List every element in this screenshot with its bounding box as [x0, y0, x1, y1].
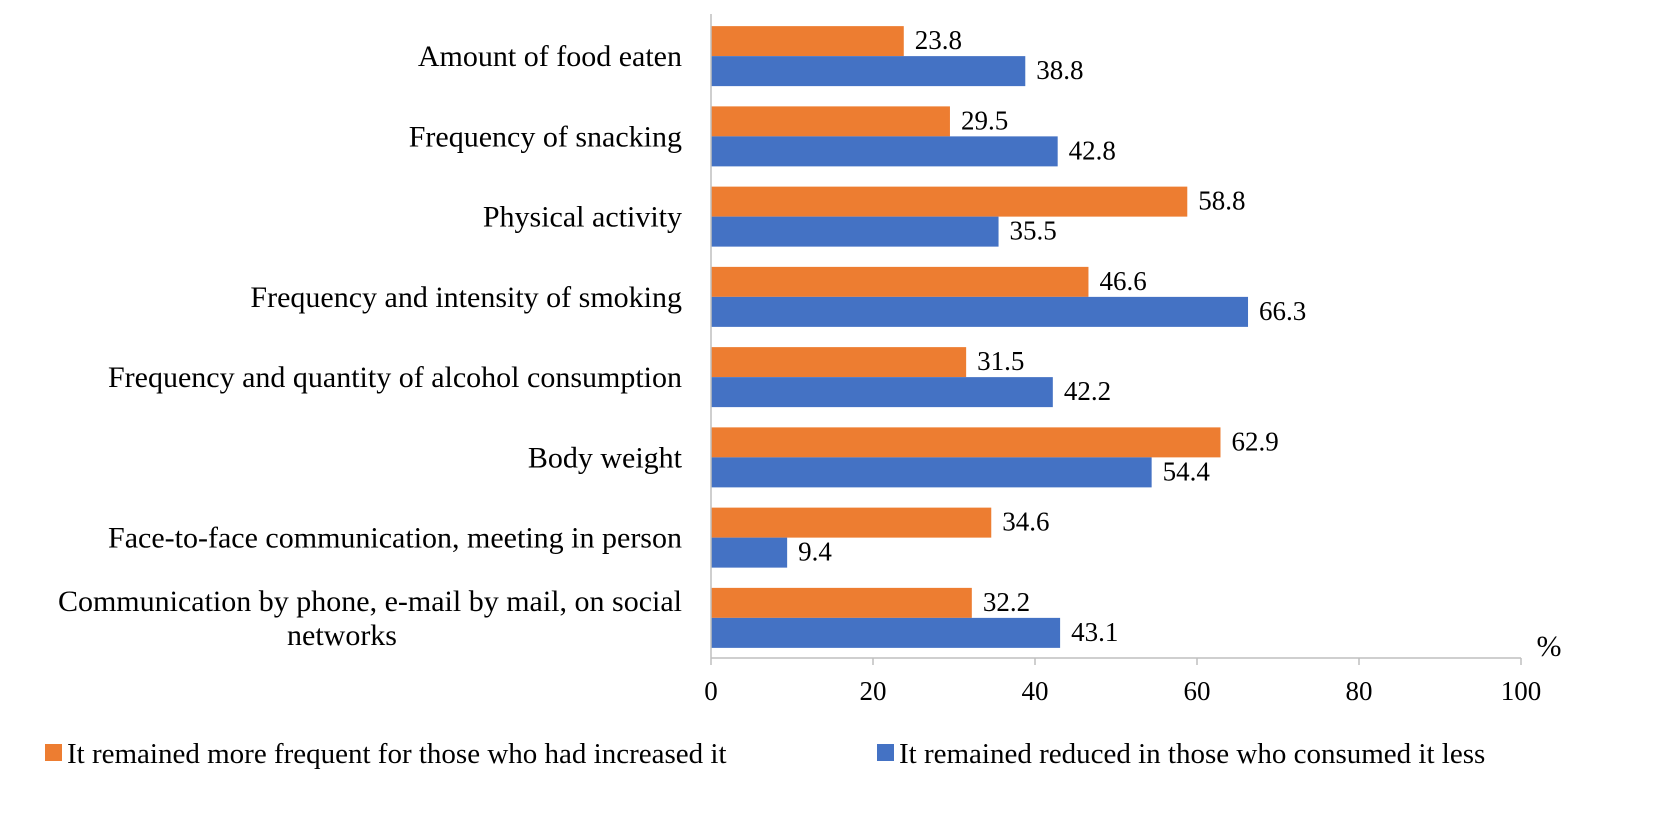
- bar-reduced: [711, 296, 1249, 327]
- legend: It remained more frequent for those who …: [45, 738, 1485, 770]
- data-label: 34.6: [1002, 507, 1049, 537]
- x-axis-unit-label: %: [1537, 630, 1562, 663]
- category-label: Frequency and quantity of alcohol consum…: [108, 361, 682, 394]
- bar-reduced: [711, 617, 1061, 648]
- x-tick-label: 0: [704, 676, 718, 706]
- data-label: 9.4: [798, 537, 832, 567]
- data-label: 62.9: [1231, 426, 1278, 456]
- x-axis: 0 20 40 60 80 100%: [704, 14, 1562, 706]
- labels-layer: 23.8 38.8 Amount of food eaten 29.5 42.8 Freq…: [58, 25, 1306, 652]
- bar-increased: [711, 266, 1089, 297]
- data-label: 46.6: [1099, 266, 1146, 296]
- bar-reduced: [711, 377, 1053, 408]
- category-label: Body weight: [528, 441, 683, 474]
- bar-increased: [711, 26, 904, 57]
- legend-label: It remained reduced in those who consume…: [899, 738, 1485, 770]
- x-tick-label: 100: [1501, 676, 1542, 706]
- bar-increased: [711, 186, 1188, 217]
- category-label: Frequency of snacking: [409, 120, 682, 153]
- bars-layer: [711, 26, 1249, 648]
- data-label: 42.8: [1069, 135, 1116, 165]
- bar-increased: [711, 347, 967, 378]
- legend-label: It remained more frequent for those who …: [67, 738, 727, 770]
- x-tick-label: 60: [1184, 676, 1211, 706]
- category-label: Physical activity: [483, 201, 682, 234]
- bar-reduced: [711, 537, 788, 568]
- data-label: 32.2: [983, 587, 1030, 617]
- data-label: 35.5: [1010, 216, 1057, 246]
- x-tick-label: 40: [1022, 676, 1049, 706]
- category-label: Frequency and intensity of smoking: [250, 281, 682, 314]
- data-label: 42.2: [1064, 376, 1111, 406]
- x-tick-label: 20: [860, 676, 887, 706]
- data-label: 66.3: [1259, 296, 1306, 326]
- category-label: Amount of food eaten: [418, 40, 682, 73]
- legend-swatch: [45, 744, 62, 761]
- data-label: 43.1: [1071, 617, 1118, 647]
- bar-increased: [711, 106, 950, 137]
- bar-reduced: [711, 457, 1152, 488]
- bar-reduced: [711, 136, 1058, 167]
- category-label: networks: [287, 619, 397, 652]
- data-label: 38.8: [1036, 55, 1083, 85]
- data-label: 54.4: [1163, 456, 1211, 486]
- data-label: 31.5: [977, 346, 1024, 376]
- legend-swatch: [877, 744, 894, 761]
- bar-increased: [711, 427, 1221, 458]
- bar-reduced: [711, 56, 1026, 87]
- bar-increased: [711, 587, 972, 618]
- category-label: Face-to-face communication, meeting in p…: [108, 522, 682, 555]
- bar-reduced: [711, 216, 999, 247]
- bar-increased: [711, 507, 992, 538]
- data-label: 23.8: [915, 25, 962, 55]
- data-label: 58.8: [1198, 186, 1245, 216]
- x-tick-label: 80: [1346, 676, 1373, 706]
- data-label: 29.5: [961, 105, 1008, 135]
- category-label: Communication by phone, e-mail by mail, …: [58, 585, 682, 618]
